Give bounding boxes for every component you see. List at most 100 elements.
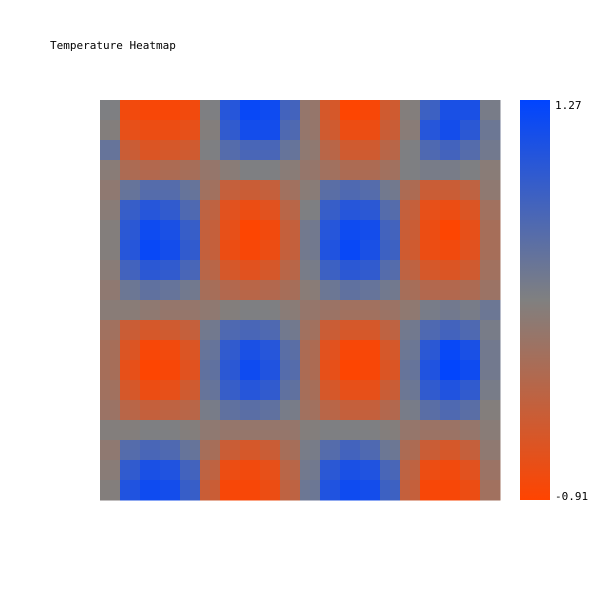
- heatmap-cell: [100, 260, 121, 281]
- heatmap-cell: [240, 260, 261, 281]
- heatmap-cell: [120, 340, 141, 361]
- heatmap-cell: [240, 120, 261, 141]
- heatmap-cell: [480, 220, 501, 241]
- heatmap-cell: [200, 320, 221, 341]
- heatmap-cell: [480, 460, 501, 481]
- heatmap-cell: [480, 480, 501, 501]
- heatmap-cell: [440, 380, 461, 401]
- heatmap-cell: [280, 400, 301, 421]
- heatmap-cell: [240, 440, 261, 461]
- heatmap-cell: [160, 260, 181, 281]
- heatmap-cell: [220, 120, 241, 141]
- heatmap-cell: [320, 380, 341, 401]
- heatmap-cell: [140, 320, 161, 341]
- heatmap-cell: [120, 480, 141, 501]
- heatmap-cell: [240, 180, 261, 201]
- heatmap-cell: [320, 140, 341, 161]
- heatmap-cell: [220, 380, 241, 401]
- heatmap-cell: [240, 360, 261, 381]
- heatmap-cell: [420, 200, 441, 221]
- heatmap-cell: [100, 380, 121, 401]
- heatmap-cell: [420, 300, 441, 321]
- heatmap-cell: [140, 360, 161, 381]
- heatmap-cell: [480, 240, 501, 261]
- heatmap-cell: [180, 460, 201, 481]
- heatmap-cell: [220, 460, 241, 481]
- heatmap-cell: [440, 140, 461, 161]
- heatmap-cell: [340, 100, 361, 121]
- heatmap-cell: [220, 220, 241, 241]
- heatmap-cell: [400, 280, 421, 301]
- heatmap-cell: [140, 100, 161, 121]
- heatmap-cell: [460, 460, 481, 481]
- heatmap-cell: [180, 220, 201, 241]
- heatmap-cell: [160, 420, 181, 441]
- heatmap-cell: [160, 440, 181, 461]
- heatmap-cell: [420, 360, 441, 381]
- heatmap-cell: [480, 160, 501, 181]
- heatmap-cell: [440, 120, 461, 141]
- heatmap-cell: [180, 340, 201, 361]
- heatmap-cell: [320, 120, 341, 141]
- heatmap-cell: [180, 420, 201, 441]
- heatmap-cell: [220, 440, 241, 461]
- heatmap-cell: [180, 380, 201, 401]
- heatmap-cell: [420, 420, 441, 441]
- heatmap-cell: [320, 360, 341, 381]
- heatmap-cell: [160, 200, 181, 221]
- heatmap-cell: [360, 400, 381, 421]
- heatmap-cell: [380, 260, 401, 281]
- heatmap-cell: [260, 380, 281, 401]
- heatmap-cell: [360, 100, 381, 121]
- heatmap-cell: [100, 420, 121, 441]
- heatmap-cell: [140, 260, 161, 281]
- heatmap-cell: [300, 420, 321, 441]
- heatmap-cell: [440, 180, 461, 201]
- heatmap-cell: [280, 380, 301, 401]
- heatmap-cell: [480, 320, 501, 341]
- heatmap-cell: [280, 200, 301, 221]
- heatmap-cell: [300, 160, 321, 181]
- heatmap-cell: [380, 400, 401, 421]
- heatmap-cell: [160, 480, 181, 501]
- colorbar: [520, 100, 550, 500]
- heatmap-cell: [240, 220, 261, 241]
- heatmap-cell: [120, 120, 141, 141]
- heatmap-cell: [320, 100, 341, 121]
- heatmap-cell: [480, 200, 501, 221]
- heatmap-cell: [360, 200, 381, 221]
- heatmap-cell: [380, 300, 401, 321]
- heatmap-cell: [400, 400, 421, 421]
- heatmap-cell: [280, 140, 301, 161]
- heatmap-cell: [260, 200, 281, 221]
- heatmap-cell: [400, 480, 421, 501]
- heatmap-cell: [480, 120, 501, 141]
- heatmap-cell: [100, 320, 121, 341]
- heatmap-cell: [100, 360, 121, 381]
- heatmap-cell: [300, 220, 321, 241]
- heatmap-cell: [160, 360, 181, 381]
- heatmap-cell: [180, 260, 201, 281]
- heatmap-cell: [380, 360, 401, 381]
- colorbar-max-label: 1.27: [555, 99, 582, 112]
- heatmap-cell: [260, 240, 281, 261]
- heatmap-cell: [460, 440, 481, 461]
- heatmap-cell: [320, 340, 341, 361]
- heatmap-cell: [120, 320, 141, 341]
- heatmap-cell: [300, 380, 321, 401]
- heatmap-cell: [460, 220, 481, 241]
- heatmap-grid: [100, 100, 501, 501]
- heatmap-cell: [200, 140, 221, 161]
- heatmap-cell: [400, 340, 421, 361]
- heatmap-cell: [180, 400, 201, 421]
- heatmap-cell: [280, 300, 301, 321]
- heatmap-cell: [100, 240, 121, 261]
- chart-title: Temperature Heatmap: [50, 39, 176, 52]
- heatmap-cell: [340, 360, 361, 381]
- heatmap-cell: [120, 160, 141, 181]
- heatmap-cell: [440, 280, 461, 301]
- heatmap-cell: [260, 100, 281, 121]
- heatmap-cell: [360, 140, 381, 161]
- heatmap-cell: [480, 360, 501, 381]
- heatmap-cell: [180, 280, 201, 301]
